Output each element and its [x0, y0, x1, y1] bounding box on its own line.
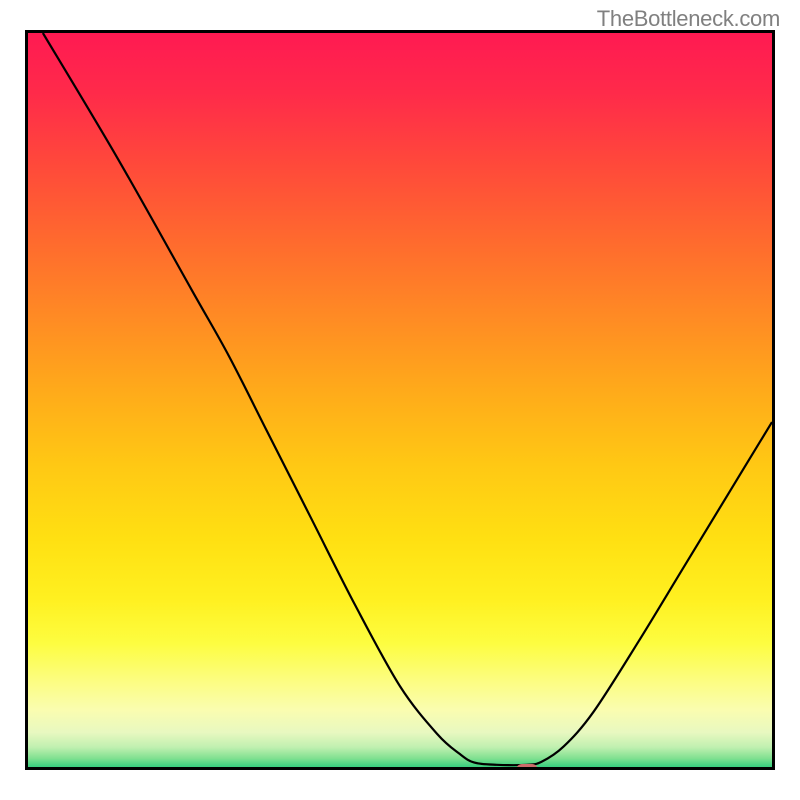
chart-frame — [25, 30, 775, 770]
optimal-point-marker — [516, 764, 538, 770]
watermark-text: TheBottleneck.com — [597, 6, 780, 32]
bottleneck-curve — [28, 33, 772, 767]
